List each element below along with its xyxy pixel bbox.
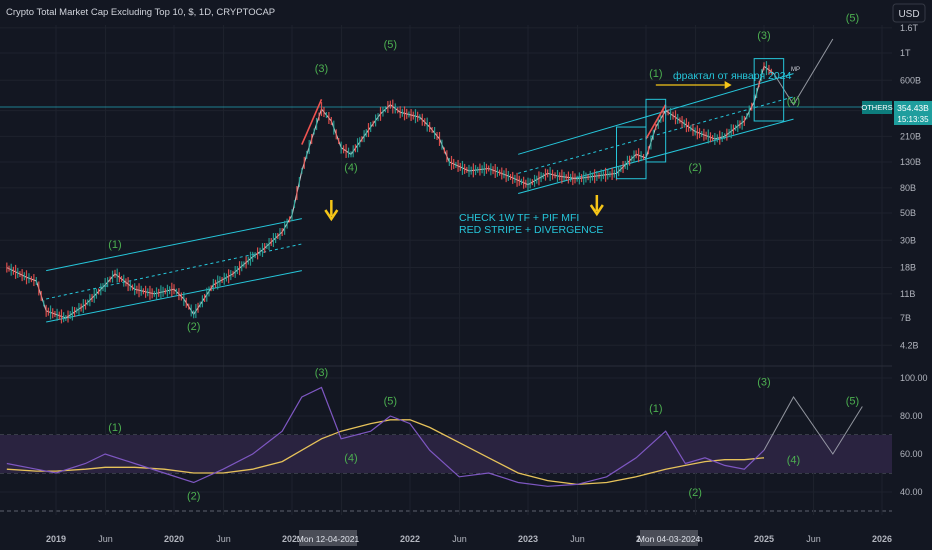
price-tick-label: 1.6T bbox=[900, 23, 919, 33]
price-tick-label: 210B bbox=[900, 131, 921, 141]
time-tick-label: 2025 bbox=[754, 534, 774, 544]
crosshair-label-1: Mon 12-04-2021 bbox=[297, 530, 360, 546]
price-tick-label: 30B bbox=[900, 235, 916, 245]
check-annotation-line2: RED STRIPE + DIVERGENCE bbox=[459, 224, 603, 236]
wave-label-bottom: (3) bbox=[757, 377, 770, 389]
time-tick-label: Jun bbox=[98, 534, 113, 544]
wave-label-bottom: (5) bbox=[846, 396, 859, 408]
wave-label-top: (2) bbox=[187, 321, 200, 333]
price-tick-label: 50B bbox=[900, 208, 916, 218]
price-tick-label: 18B bbox=[900, 263, 916, 273]
price-tick-label: 600B bbox=[900, 75, 921, 85]
price-tick-label: 80B bbox=[900, 183, 916, 193]
price-tag-symbol: OTHERS bbox=[861, 103, 892, 112]
crosshair-label-1-text: Mon 12-04-2021 bbox=[297, 534, 360, 544]
channel-1-middle bbox=[46, 243, 302, 300]
oscillator-band bbox=[0, 435, 892, 473]
channel-1-lower bbox=[46, 270, 302, 323]
wave-labels: (1) (2) (3) (4) (5) (1) (2) (3) (4) (5) (1) (2) (3) (… bbox=[108, 13, 859, 503]
wave-label-bottom: (1) bbox=[108, 422, 121, 434]
red-stripe-1 bbox=[301, 99, 323, 145]
time-tick-label: Jun bbox=[570, 534, 585, 544]
fractal-annotation: фрактал от января 2024 bbox=[673, 70, 792, 82]
price-tag-countdown: 15:13:35 bbox=[897, 115, 929, 124]
price-tick-label: 11B bbox=[900, 289, 915, 299]
price-tag-value: 354.43B bbox=[897, 103, 929, 113]
time-tick-label: 2020 bbox=[164, 534, 184, 544]
osc-tick-label: 100.00 bbox=[900, 373, 928, 383]
oscillator-axis[interactable]: 100.00 80.00 60.00 40.00 bbox=[900, 373, 928, 497]
currency-button[interactable]: USD bbox=[892, 3, 926, 23]
time-tick-label: Jun bbox=[452, 534, 467, 544]
fractal-box-3 bbox=[753, 58, 785, 122]
oscillator-pane bbox=[6, 386, 863, 487]
price-tick-label: 4.2B bbox=[900, 340, 919, 350]
osc-tick-label: 40.00 bbox=[900, 487, 923, 497]
down-arrow-1-head bbox=[324, 209, 339, 222]
crosshair-label-2-text: Mon 04-03-2024 bbox=[638, 534, 701, 544]
wave-label-bottom: (4) bbox=[344, 453, 357, 465]
time-tick-label: Jun bbox=[216, 534, 231, 544]
price-tick-label: 130B bbox=[900, 157, 921, 167]
price-tick-label: 1T bbox=[900, 48, 911, 58]
oscillator-projection bbox=[763, 396, 863, 455]
wave-label-top: (3) bbox=[315, 63, 328, 75]
grid bbox=[0, 25, 892, 515]
time-tick-label: 2021 bbox=[282, 534, 302, 544]
channel-1-upper bbox=[46, 218, 302, 272]
check-annotation-line1: CHECK 1W TF + PIF MFI bbox=[459, 212, 579, 224]
fractal-arrow-head bbox=[724, 81, 732, 89]
osc-tick-label: 60.00 bbox=[900, 449, 923, 459]
osc-tick-label: 80.00 bbox=[900, 411, 923, 421]
channel-2-upper bbox=[518, 73, 794, 155]
crosshair-label-2: Mon 04-03-2024 bbox=[638, 530, 701, 546]
wave-label-bottom: (2) bbox=[187, 491, 200, 503]
time-tick-label: 2023 bbox=[518, 534, 538, 544]
wave-label-top: (3) bbox=[757, 30, 770, 42]
red-stripe-2 bbox=[645, 104, 667, 140]
mp-annotation: MP bbox=[791, 67, 800, 73]
wave-label-top: (4) bbox=[344, 162, 357, 174]
price-tag: OTHERS 354.43B 15:13:35 bbox=[861, 101, 932, 125]
wave-label-bottom: (2) bbox=[688, 487, 701, 499]
price-projection bbox=[773, 38, 834, 106]
oscillator-line bbox=[6, 386, 765, 487]
wave-label-top: (5) bbox=[384, 39, 397, 51]
price-pane bbox=[6, 38, 834, 324]
wave-label-bottom: (1) bbox=[649, 403, 662, 415]
oscillator-ma-line bbox=[6, 419, 765, 486]
fractal-box-2 bbox=[645, 98, 667, 163]
wave-label-top: (5) bbox=[846, 13, 859, 25]
currency-label: USD bbox=[898, 9, 919, 20]
wave-label-bottom: (3) bbox=[315, 367, 328, 379]
wave-label-bottom: (4) bbox=[787, 455, 800, 467]
time-tick-label: 2026 bbox=[872, 534, 892, 544]
wave-label-top: (1) bbox=[108, 239, 121, 251]
wave-label-top: (2) bbox=[688, 162, 701, 174]
wave-label-bottom: (5) bbox=[384, 396, 397, 408]
drawing-marks bbox=[301, 58, 785, 222]
time-tick-label: 2019 bbox=[46, 534, 66, 544]
time-tick-label: 2022 bbox=[400, 534, 420, 544]
time-tick-label: Jun bbox=[806, 534, 821, 544]
wave-label-top: (4) bbox=[787, 96, 800, 108]
price-tick-label: 7B bbox=[900, 313, 911, 323]
wave-label-top: (1) bbox=[649, 68, 662, 80]
chart-title: Crypto Total Market Cap Excluding Top 10… bbox=[6, 7, 275, 18]
down-arrow-2-head bbox=[589, 204, 604, 217]
